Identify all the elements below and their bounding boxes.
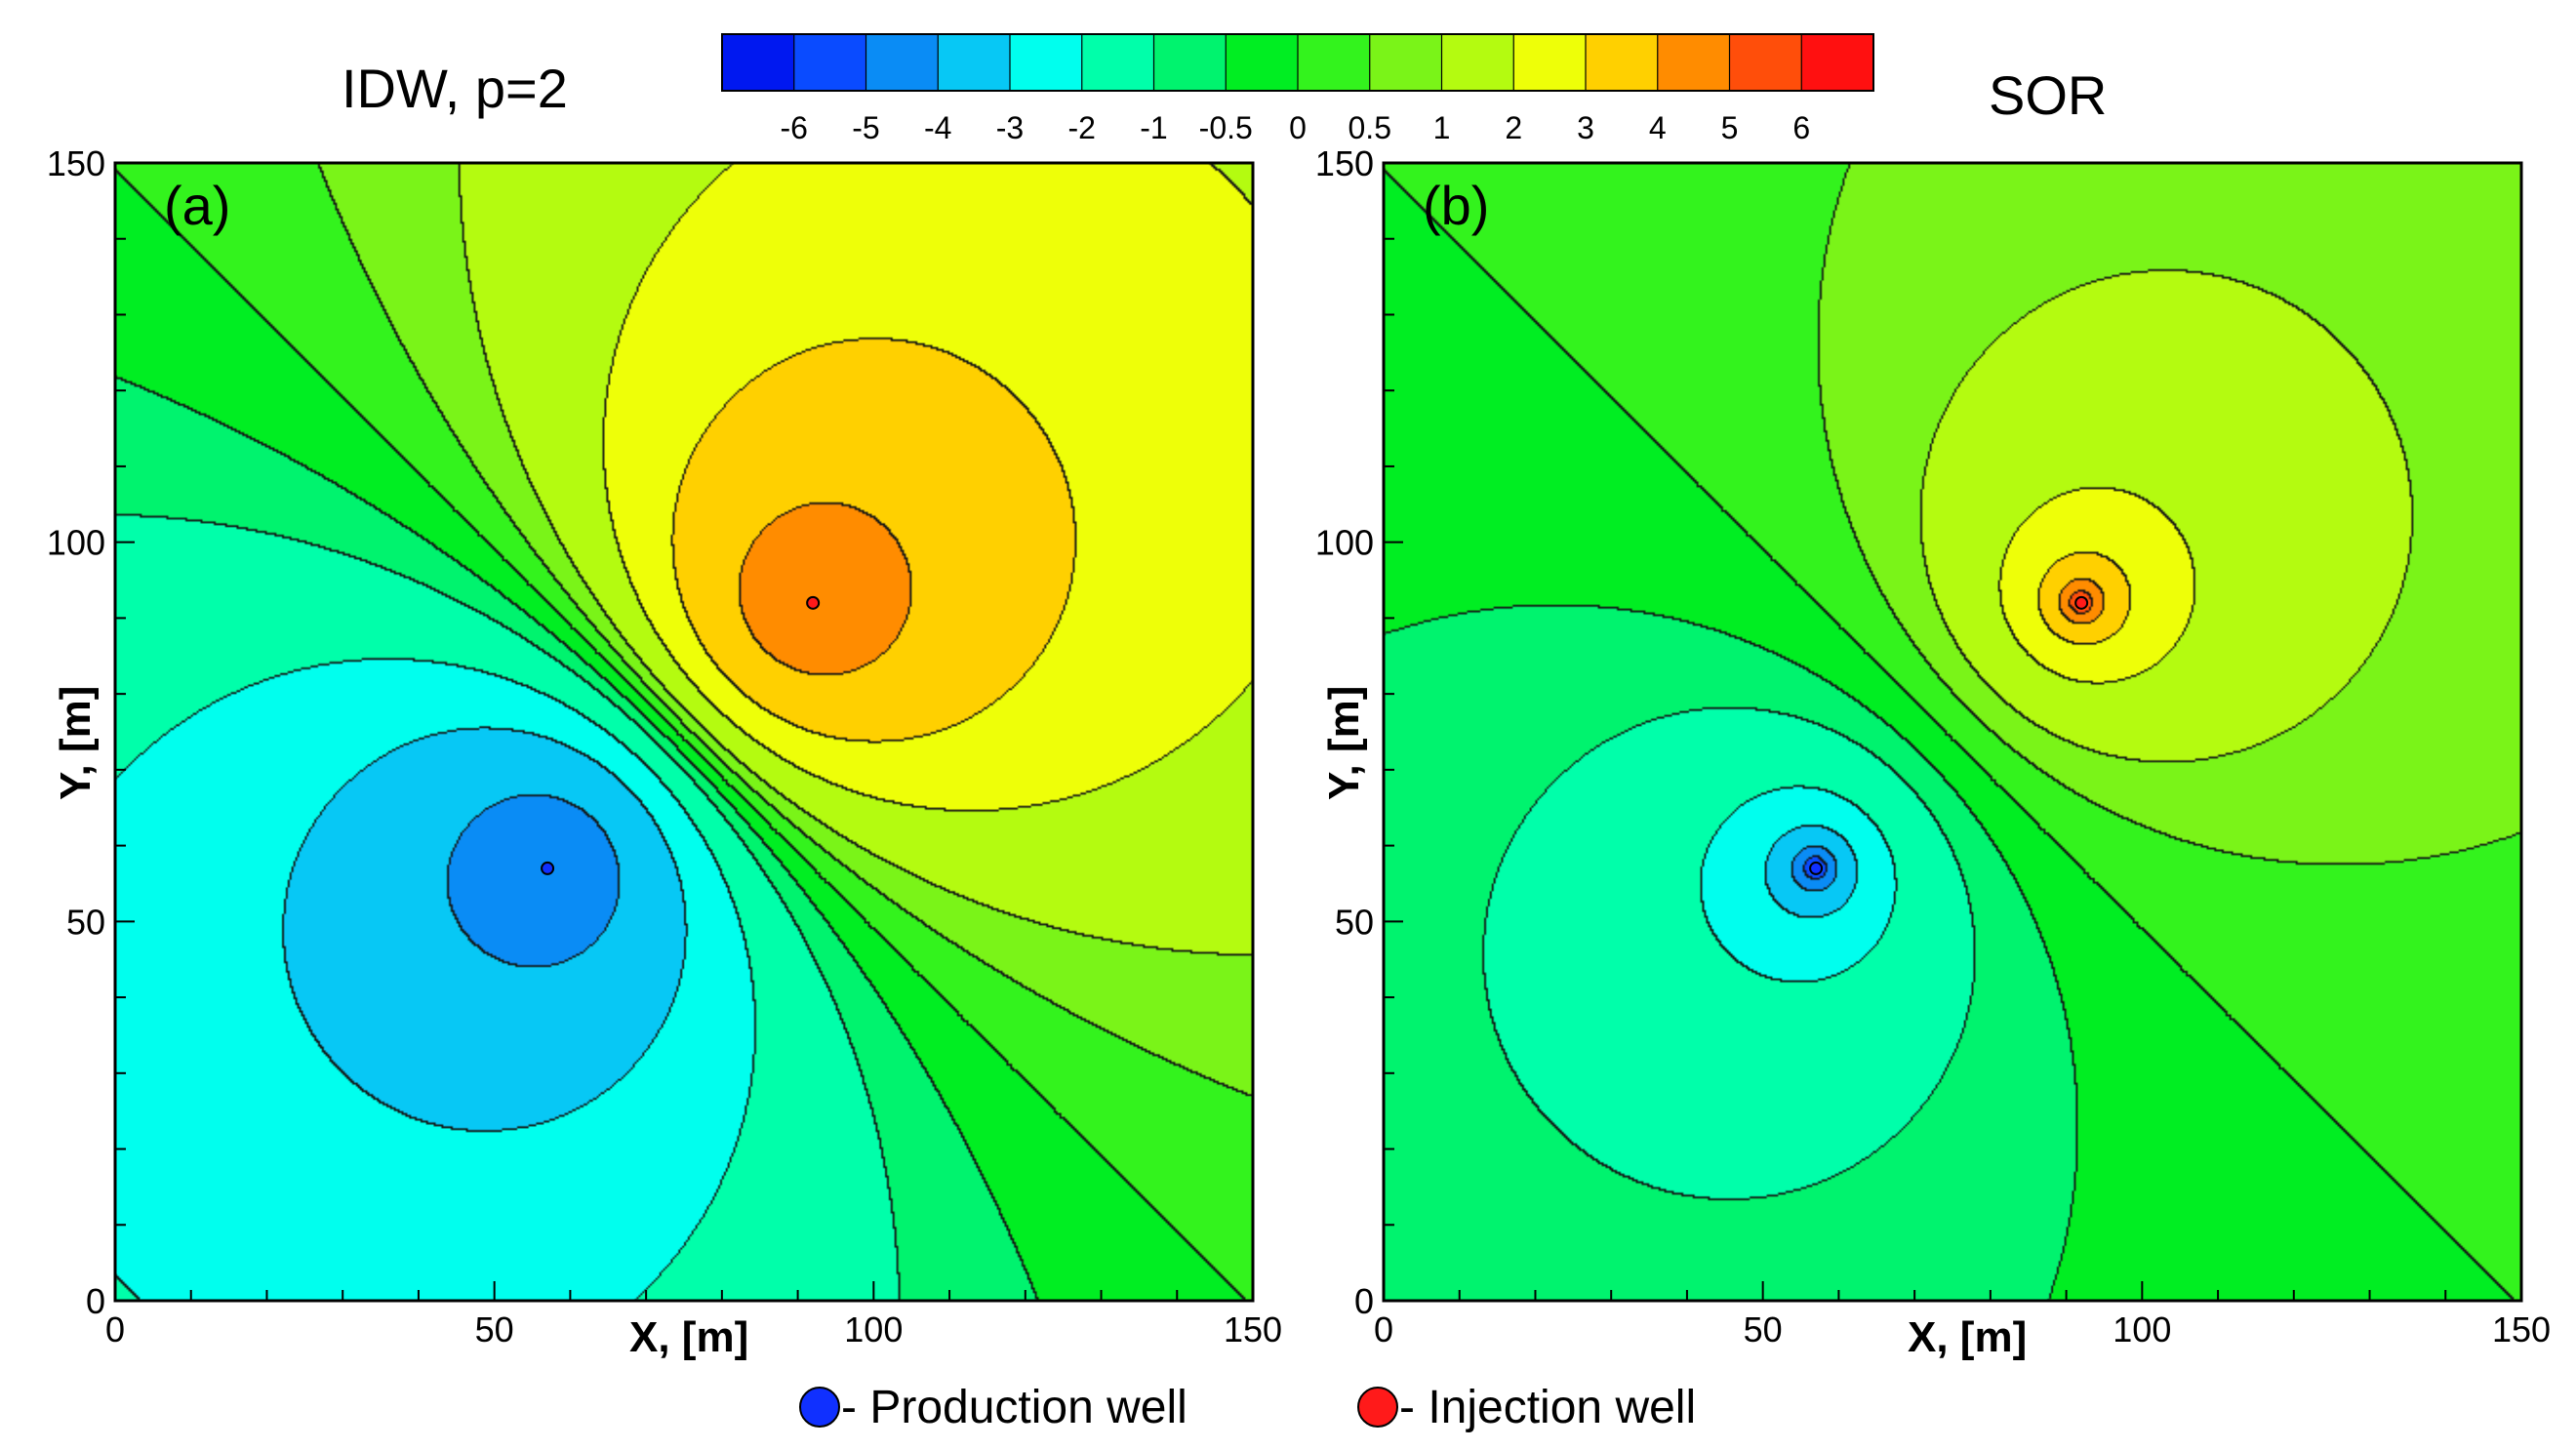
colorbar: -6 -5 -4 -3 -2 -1 -0.5 0 0.5 1 2 3 4 5 6 <box>721 33 1874 145</box>
colorbar-tick-label: -0.5 <box>1199 110 1253 145</box>
panel-a-frame <box>113 161 1255 1303</box>
colorbar-swatch <box>1441 34 1514 91</box>
colorbar-tick-label: -5 <box>852 110 879 145</box>
panel-a-contour-field <box>115 163 1253 1301</box>
panel-a: 0 50 100 150 0 50 100 150 (a) X, [m] Y, [m] <box>47 143 1282 1361</box>
colorbar-swatch <box>1586 34 1659 91</box>
y-tick-label: 0 <box>1354 1281 1374 1321</box>
colorbar-tick-label: 1 <box>1433 110 1451 145</box>
panel-b-xlabel: X, [m] <box>1908 1313 2027 1361</box>
colorbar-swatch <box>1729 34 1802 91</box>
y-tick-label: 50 <box>1335 902 1374 942</box>
colorbar-swatch <box>1513 34 1587 91</box>
y-tick-label: 100 <box>47 523 105 563</box>
x-tick-label: 100 <box>2113 1309 2171 1349</box>
production-well-marker <box>1809 861 1824 875</box>
y-tick-label: 150 <box>1315 143 1374 183</box>
y-tick-label: 0 <box>86 1281 105 1321</box>
production-well-marker <box>541 861 555 875</box>
colorbar-swatch <box>1369 34 1442 91</box>
panel-b-axes: 0 50 100 150 0 50 100 150 <box>1315 143 2551 1349</box>
colorbar-tick-label: -2 <box>1068 110 1096 145</box>
injection-well-legend-label: - Injection well <box>1399 1382 1696 1433</box>
colorbar-tick-label: 5 <box>1721 110 1739 145</box>
colorbar-tick-label: 6 <box>1792 110 1810 145</box>
panel-b-label: (b) <box>1423 175 1489 236</box>
panel-a-title: IDW, p=2 <box>342 58 568 119</box>
panel-b-frame <box>1382 161 2523 1303</box>
panel-b-ylabel: Y, [m] <box>1320 686 1368 800</box>
colorbar-swatch <box>1657 34 1730 91</box>
colorbar-frame <box>721 33 1874 92</box>
colorbar-tick-label: 3 <box>1577 110 1594 145</box>
colorbar-swatch <box>1081 34 1154 91</box>
colorbar-tick-label: 2 <box>1505 110 1522 145</box>
injection-well-legend-marker <box>1357 1387 1398 1428</box>
x-tick-label: 0 <box>105 1309 125 1349</box>
x-tick-label: 50 <box>475 1309 514 1349</box>
colorbar-swatch <box>1010 34 1083 91</box>
colorbar-tick-label: -4 <box>924 110 951 145</box>
panel-a-label: (a) <box>164 175 230 236</box>
injection-well-marker <box>806 595 821 610</box>
x-tick-label: 150 <box>2492 1309 2551 1349</box>
colorbar-swatch <box>793 34 866 91</box>
y-tick-label: 100 <box>1315 523 1374 563</box>
y-tick-label: 50 <box>66 902 105 942</box>
colorbar-tick-label: 0 <box>1289 110 1307 145</box>
colorbar-swatch <box>1298 34 1371 91</box>
colorbar-swatch <box>865 34 939 91</box>
colorbar-swatch <box>1153 34 1227 91</box>
x-tick-label: 100 <box>844 1309 903 1349</box>
panel-b-contour-field <box>1384 163 2521 1301</box>
colorbar-tick-label: 4 <box>1649 110 1667 145</box>
colorbar-tick-label: -6 <box>781 110 808 145</box>
panel-b: 0 50 100 150 0 50 100 150 (b) X, [m] Y, [m] <box>1315 143 2551 1361</box>
colorbar-tick-label: -3 <box>996 110 1024 145</box>
x-tick-label: 0 <box>1374 1309 1393 1349</box>
production-well-legend-marker <box>799 1387 840 1428</box>
wells <box>541 595 2089 875</box>
colorbar-tick-label: -1 <box>1140 110 1167 145</box>
colorbar-swatch <box>938 34 1011 91</box>
panel-a-xlabel: X, [m] <box>629 1313 748 1361</box>
x-tick-label: 50 <box>1744 1309 1783 1349</box>
panel-b-title: SOR <box>1989 64 2107 126</box>
colorbar-swatch <box>722 34 795 91</box>
y-tick-label: 150 <box>47 143 105 183</box>
colorbar-swatch <box>1801 34 1874 91</box>
colorbar-swatch <box>1226 34 1299 91</box>
production-well-legend-label: - Production well <box>841 1382 1187 1433</box>
injection-well-marker <box>2074 595 2089 610</box>
colorbar-tick-label: 0.5 <box>1348 110 1391 145</box>
panel-a-axes: 0 50 100 150 0 50 100 150 <box>47 143 1282 1349</box>
x-tick-label: 150 <box>1224 1309 1282 1349</box>
panel-a-ylabel: Y, [m] <box>52 686 100 800</box>
legend: - Production well - Injection well <box>799 1382 1696 1433</box>
